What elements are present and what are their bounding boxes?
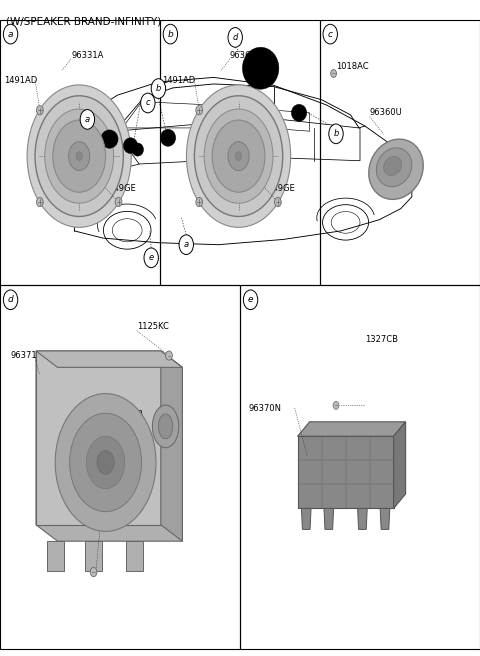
Polygon shape (47, 541, 64, 571)
Text: 1327CB: 1327CB (365, 335, 398, 344)
Circle shape (53, 120, 106, 192)
Circle shape (228, 142, 249, 171)
Polygon shape (85, 541, 102, 571)
Text: (W/SPEAKER BRAND-INFINITY): (W/SPEAKER BRAND-INFINITY) (6, 16, 161, 26)
Circle shape (141, 93, 155, 113)
Circle shape (212, 120, 265, 192)
Ellipse shape (158, 414, 173, 439)
Text: c: c (328, 30, 333, 39)
Circle shape (70, 413, 142, 512)
Circle shape (204, 109, 273, 203)
Bar (298, 436, 394, 508)
Text: a: a (8, 30, 13, 39)
Text: e: e (248, 295, 253, 304)
Circle shape (196, 106, 203, 115)
Ellipse shape (384, 157, 402, 175)
Text: 1125KC: 1125KC (137, 322, 168, 331)
Circle shape (97, 451, 114, 474)
Circle shape (243, 290, 258, 310)
Circle shape (36, 106, 43, 115)
Polygon shape (394, 422, 406, 508)
Text: 96331A: 96331A (71, 51, 103, 60)
Text: d: d (232, 33, 238, 42)
Ellipse shape (132, 143, 144, 156)
Text: 1018AC: 1018AC (336, 62, 369, 72)
Circle shape (69, 142, 90, 171)
Circle shape (27, 85, 132, 228)
Text: 96360U: 96360U (370, 108, 402, 117)
Circle shape (331, 70, 336, 77)
Ellipse shape (242, 47, 279, 89)
Text: 1249GE: 1249GE (103, 184, 135, 193)
Text: 1249GE: 1249GE (262, 184, 295, 193)
Ellipse shape (291, 104, 307, 121)
Polygon shape (358, 508, 367, 529)
Text: 96371: 96371 (11, 351, 37, 360)
Circle shape (166, 351, 172, 360)
Circle shape (3, 290, 18, 310)
Circle shape (163, 24, 178, 44)
Ellipse shape (376, 148, 412, 187)
Ellipse shape (123, 138, 138, 154)
Circle shape (35, 96, 123, 216)
Circle shape (36, 197, 43, 207)
Text: e: e (149, 253, 154, 262)
Polygon shape (301, 508, 311, 529)
Text: 1491AD: 1491AD (4, 75, 37, 85)
Text: b: b (168, 30, 173, 39)
Text: 1491AD: 1491AD (162, 75, 195, 85)
Polygon shape (126, 541, 143, 571)
Text: 96360D: 96360D (230, 51, 263, 60)
Text: 1327CB: 1327CB (110, 410, 144, 419)
Polygon shape (298, 422, 406, 436)
Ellipse shape (153, 405, 179, 447)
Text: a: a (85, 115, 90, 124)
Circle shape (80, 110, 95, 129)
Text: a: a (184, 240, 189, 249)
Ellipse shape (101, 130, 118, 148)
Circle shape (115, 197, 122, 207)
Circle shape (144, 248, 158, 268)
Text: c: c (145, 98, 150, 108)
Circle shape (55, 394, 156, 531)
Polygon shape (380, 508, 390, 529)
Circle shape (275, 197, 281, 207)
Polygon shape (36, 351, 182, 367)
Text: 96370N: 96370N (249, 403, 282, 413)
Circle shape (3, 24, 18, 44)
Polygon shape (36, 351, 161, 525)
Circle shape (196, 197, 203, 207)
Circle shape (323, 24, 337, 44)
Text: b: b (156, 84, 161, 93)
Circle shape (151, 79, 166, 98)
Circle shape (333, 401, 339, 409)
Circle shape (45, 109, 114, 203)
Polygon shape (161, 351, 182, 541)
Circle shape (329, 124, 343, 144)
Circle shape (86, 436, 125, 489)
Circle shape (186, 85, 291, 228)
Circle shape (235, 152, 242, 161)
Circle shape (194, 96, 283, 216)
Ellipse shape (369, 139, 423, 199)
Ellipse shape (160, 129, 176, 146)
Circle shape (90, 567, 97, 577)
Circle shape (228, 28, 242, 47)
Polygon shape (324, 508, 334, 529)
Text: d: d (8, 295, 13, 304)
Circle shape (179, 235, 193, 255)
Polygon shape (36, 351, 182, 541)
Circle shape (76, 152, 83, 161)
Text: b: b (333, 129, 339, 138)
